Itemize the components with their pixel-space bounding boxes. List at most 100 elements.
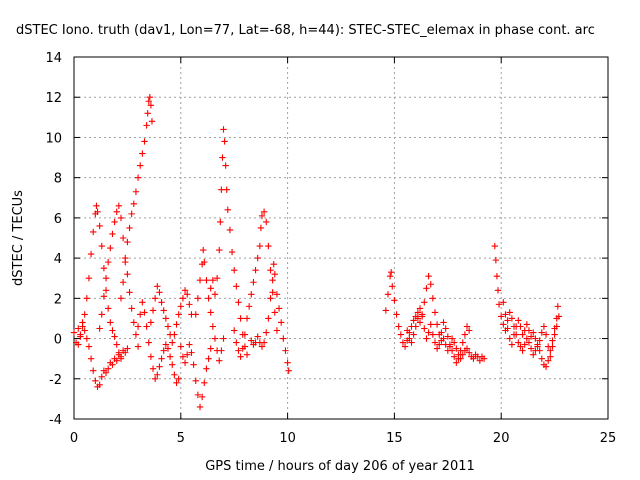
data-point	[137, 311, 144, 318]
data-point	[218, 347, 225, 354]
data-point	[132, 331, 140, 338]
data-point	[387, 268, 395, 276]
data-point	[171, 371, 178, 378]
data-point	[502, 311, 509, 318]
data-point	[149, 307, 157, 314]
data-point	[147, 319, 155, 326]
data-point	[100, 293, 108, 300]
y-tick-label: 10	[45, 131, 62, 146]
data-point	[519, 331, 526, 338]
data-point	[226, 226, 234, 234]
data-point	[448, 347, 456, 354]
data-point	[248, 337, 255, 344]
data-point	[222, 162, 229, 169]
data-point	[169, 361, 176, 368]
data-point	[491, 242, 498, 250]
data-point	[194, 391, 202, 399]
data-point	[81, 311, 88, 318]
data-point	[94, 208, 101, 216]
data-point	[536, 337, 543, 344]
data-point	[154, 371, 161, 378]
data-point	[423, 335, 430, 342]
data-point	[277, 319, 285, 326]
data-point	[181, 287, 189, 294]
data-point	[525, 339, 533, 346]
data-point	[275, 305, 283, 312]
data-point	[421, 299, 428, 306]
data-point	[126, 289, 133, 296]
data-point	[128, 210, 135, 218]
y-tick-label: -2	[49, 373, 62, 388]
data-point	[410, 331, 417, 338]
data-point	[476, 357, 484, 364]
data-point	[143, 122, 150, 129]
data-point	[549, 343, 556, 350]
data-point	[209, 277, 217, 284]
data-point	[85, 343, 93, 350]
data-point	[219, 154, 226, 161]
data-point	[492, 256, 500, 264]
data-point	[431, 339, 439, 346]
y-axis-label: dSTEC / TECUs	[11, 190, 26, 286]
data-point	[284, 359, 291, 366]
data-point	[156, 289, 163, 296]
data-point	[410, 317, 417, 324]
data-point	[406, 335, 413, 342]
data-point	[239, 345, 246, 352]
data-point	[151, 375, 159, 382]
data-point	[525, 327, 533, 334]
data-point	[111, 218, 118, 226]
data-point	[175, 311, 182, 318]
data-point	[455, 355, 462, 362]
data-point	[211, 291, 219, 298]
data-point	[213, 275, 221, 282]
data-point	[205, 295, 212, 302]
data-point	[408, 339, 415, 346]
data-point	[117, 214, 125, 222]
data-point	[538, 329, 545, 336]
data-point	[269, 277, 276, 284]
data-point	[186, 341, 193, 348]
data-point	[77, 331, 84, 338]
data-point	[192, 377, 199, 384]
data-point	[177, 303, 184, 310]
data-point	[93, 202, 100, 210]
data-point	[196, 277, 204, 284]
data-point	[143, 323, 150, 330]
data-point	[223, 186, 230, 193]
data-point	[162, 341, 170, 348]
data-point	[221, 138, 228, 145]
data-point	[233, 283, 240, 290]
data-point	[431, 309, 439, 316]
data-point	[179, 353, 187, 360]
data-point	[184, 291, 191, 298]
data-point	[494, 287, 502, 294]
data-point	[241, 331, 249, 338]
data-point	[521, 341, 528, 348]
data-point	[107, 244, 114, 252]
data-point	[130, 200, 138, 208]
data-point	[457, 347, 464, 354]
data-point	[100, 264, 108, 272]
data-point	[102, 369, 110, 376]
data-point	[423, 285, 430, 292]
data-point	[280, 335, 287, 342]
data-point	[111, 333, 118, 340]
data-point	[96, 381, 103, 389]
data-point	[146, 94, 154, 101]
data-point	[141, 138, 148, 145]
x-axis-label: GPS time / hours of day 206 of year 2011	[205, 459, 475, 474]
data-point	[98, 242, 105, 250]
data-point	[220, 126, 227, 133]
data-point	[144, 110, 151, 117]
data-point	[184, 351, 191, 358]
data-point	[237, 353, 244, 360]
data-point	[70, 329, 78, 336]
data-point	[527, 333, 535, 340]
data-point	[164, 323, 172, 330]
data-point	[258, 343, 266, 350]
data-point	[124, 271, 131, 278]
data-point	[506, 335, 513, 342]
data-point	[554, 303, 562, 310]
data-point	[207, 285, 214, 292]
